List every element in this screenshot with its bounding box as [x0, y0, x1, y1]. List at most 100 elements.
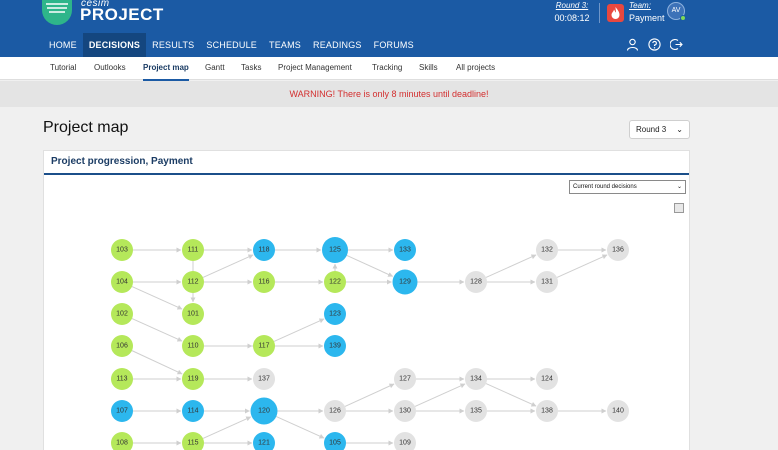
- task-node-117[interactable]: 117: [253, 335, 275, 357]
- subnav-project-map[interactable]: Project map: [143, 57, 189, 81]
- nav-results[interactable]: RESULTS: [152, 40, 195, 50]
- task-node-138[interactable]: 138: [536, 400, 558, 422]
- task-node-118[interactable]: 118: [253, 239, 275, 261]
- subnav-tasks[interactable]: Tasks: [241, 63, 262, 72]
- task-node-circle[interactable]: [182, 303, 204, 325]
- help-icon[interactable]: [648, 38, 661, 51]
- task-node-circle[interactable]: [111, 303, 133, 325]
- task-node-circle[interactable]: [322, 237, 348, 263]
- task-node-121[interactable]: 121: [253, 432, 275, 450]
- round-label[interactable]: Round 3:: [555, 1, 589, 10]
- nav-teams[interactable]: TEAMS: [269, 40, 302, 50]
- task-node-circle[interactable]: [465, 368, 487, 390]
- task-node-circle[interactable]: [253, 432, 275, 450]
- task-node-circle[interactable]: [182, 335, 204, 357]
- task-node-circle[interactable]: [394, 239, 416, 261]
- task-node-circle[interactable]: [111, 335, 133, 357]
- task-node-circle[interactable]: [324, 432, 346, 450]
- task-node-circle[interactable]: [253, 239, 275, 261]
- task-node-122[interactable]: 122: [324, 271, 346, 293]
- task-node-circle[interactable]: [536, 400, 558, 422]
- task-node-circle[interactable]: [394, 368, 416, 390]
- task-node-circle[interactable]: [607, 400, 629, 422]
- task-node-circle[interactable]: [111, 432, 133, 450]
- task-node-124[interactable]: 124: [536, 368, 558, 390]
- task-node-101[interactable]: 101: [182, 303, 204, 325]
- team-label[interactable]: Team:: [629, 1, 651, 10]
- task-node-139[interactable]: 139: [324, 335, 346, 357]
- task-node-109[interactable]: 109: [394, 432, 416, 450]
- task-node-circle[interactable]: [324, 271, 346, 293]
- decisions-select[interactable]: Current round decisions ⌄: [569, 180, 686, 194]
- task-node-104[interactable]: 104: [111, 271, 133, 293]
- nav-decisions[interactable]: DECISIONS: [82, 33, 147, 57]
- task-node-131[interactable]: 131: [536, 271, 558, 293]
- task-node-circle[interactable]: [182, 239, 204, 261]
- subnav-all-projects[interactable]: All projects: [456, 63, 496, 72]
- task-node-130[interactable]: 130: [394, 400, 416, 422]
- task-node-107[interactable]: 107: [111, 400, 133, 422]
- subnav-gantt[interactable]: Gantt: [205, 63, 225, 72]
- task-node-circle[interactable]: [324, 303, 346, 325]
- task-node-116[interactable]: 116: [253, 271, 275, 293]
- task-node-circle[interactable]: [111, 239, 133, 261]
- nav-readings[interactable]: READINGS: [313, 40, 362, 50]
- task-node-106[interactable]: 106: [111, 335, 133, 357]
- task-node-circle[interactable]: [324, 400, 346, 422]
- task-node-circle[interactable]: [182, 368, 204, 390]
- task-node-123[interactable]: 123: [324, 303, 346, 325]
- task-node-136[interactable]: 136: [607, 239, 629, 261]
- task-node-129[interactable]: 129: [392, 269, 418, 295]
- task-node-126[interactable]: 126: [324, 400, 346, 422]
- chart-menu-icon[interactable]: [674, 203, 684, 213]
- subnav-tutorial[interactable]: Tutorial: [50, 63, 77, 72]
- subnav-outlooks[interactable]: Outlooks: [94, 63, 126, 72]
- task-node-circle[interactable]: [182, 271, 204, 293]
- task-node-112[interactable]: 112: [182, 271, 204, 293]
- nav-forums[interactable]: FORUMS: [373, 40, 414, 50]
- task-node-circle[interactable]: [111, 271, 133, 293]
- task-node-circle[interactable]: [324, 335, 346, 357]
- task-node-circle[interactable]: [182, 432, 204, 450]
- nav-home[interactable]: HOME: [49, 40, 77, 50]
- task-node-circle[interactable]: [253, 368, 275, 390]
- task-node-circle[interactable]: [182, 400, 204, 422]
- task-node-circle[interactable]: [465, 271, 487, 293]
- task-node-102[interactable]: 102: [111, 303, 133, 325]
- task-node-circle[interactable]: [536, 368, 558, 390]
- team-info[interactable]: Team: Payment: [629, 0, 665, 23]
- logout-icon[interactable]: [670, 38, 683, 51]
- subnav-skills[interactable]: Skills: [419, 63, 438, 72]
- task-node-circle[interactable]: [536, 239, 558, 261]
- task-node-circle[interactable]: [465, 400, 487, 422]
- task-node-120[interactable]: 120: [250, 397, 278, 425]
- task-node-111[interactable]: 111: [182, 239, 204, 261]
- task-node-132[interactable]: 132: [536, 239, 558, 261]
- subnav-project-management[interactable]: Project Management: [278, 63, 352, 72]
- task-node-113[interactable]: 113: [111, 368, 133, 390]
- task-node-circle[interactable]: [253, 271, 275, 293]
- task-node-134[interactable]: 134: [465, 368, 487, 390]
- task-node-125[interactable]: 125: [322, 237, 348, 263]
- task-node-circle[interactable]: [394, 400, 416, 422]
- task-node-circle[interactable]: [394, 432, 416, 450]
- task-node-128[interactable]: 128: [465, 271, 487, 293]
- task-node-circle[interactable]: [392, 269, 418, 295]
- task-node-circle[interactable]: [607, 239, 629, 261]
- task-node-108[interactable]: 108: [111, 432, 133, 450]
- task-node-114[interactable]: 114: [182, 400, 204, 422]
- round-select[interactable]: Round 3 ⌄: [629, 120, 690, 139]
- task-node-127[interactable]: 127: [394, 368, 416, 390]
- round-timer[interactable]: Round 3: 00:08:12: [548, 0, 596, 23]
- nav-schedule[interactable]: SCHEDULE: [206, 40, 257, 50]
- task-node-133[interactable]: 133: [394, 239, 416, 261]
- task-node-119[interactable]: 119: [182, 368, 204, 390]
- task-node-circle[interactable]: [111, 400, 133, 422]
- task-node-115[interactable]: 115: [182, 432, 204, 450]
- task-node-circle[interactable]: [536, 271, 558, 293]
- task-node-140[interactable]: 140: [607, 400, 629, 422]
- user-icon[interactable]: [626, 38, 639, 51]
- task-node-circle[interactable]: [111, 368, 133, 390]
- task-node-103[interactable]: 103: [111, 239, 133, 261]
- task-node-circle[interactable]: [250, 397, 278, 425]
